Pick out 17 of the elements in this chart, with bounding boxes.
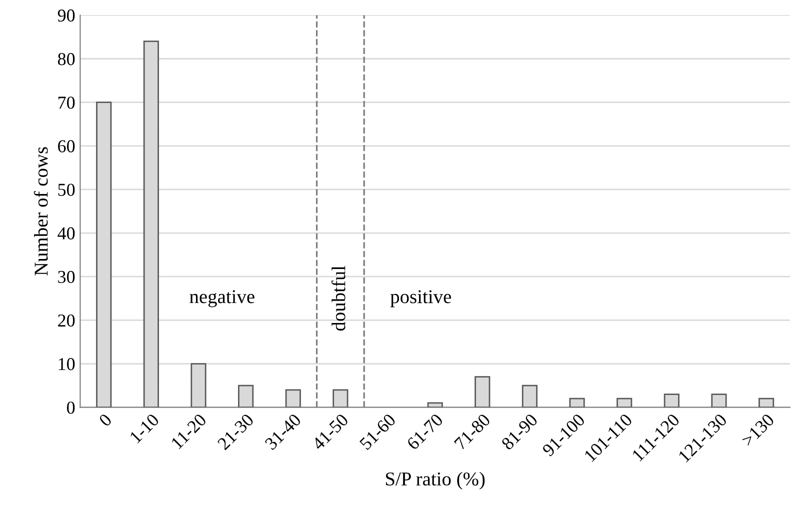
y-tick-label: 80 (58, 53, 75, 66)
y-tick-label: 0 (67, 402, 75, 414)
y-tick-label: 20 (58, 314, 75, 327)
x-axis-title: S/P ratio (%) (386, 472, 485, 490)
y-tick-label: 10 (58, 358, 75, 370)
y-tick-label: 50 (58, 184, 75, 196)
annotation: positive (390, 290, 451, 308)
y-tick-label: 60 (58, 140, 75, 152)
x-tick-label: 0 (98, 413, 112, 428)
y-tick-label: 30 (58, 270, 75, 284)
y-tick-label: 70 (58, 96, 75, 109)
annotation: doubtful (331, 266, 346, 331)
y-tick-label: 40 (58, 227, 75, 240)
annotation: negative (190, 290, 254, 308)
x-tick-label: 1-10 (129, 413, 160, 444)
y-tick-label: 90 (58, 9, 75, 22)
y-axis-title: Number of cows (34, 147, 48, 276)
